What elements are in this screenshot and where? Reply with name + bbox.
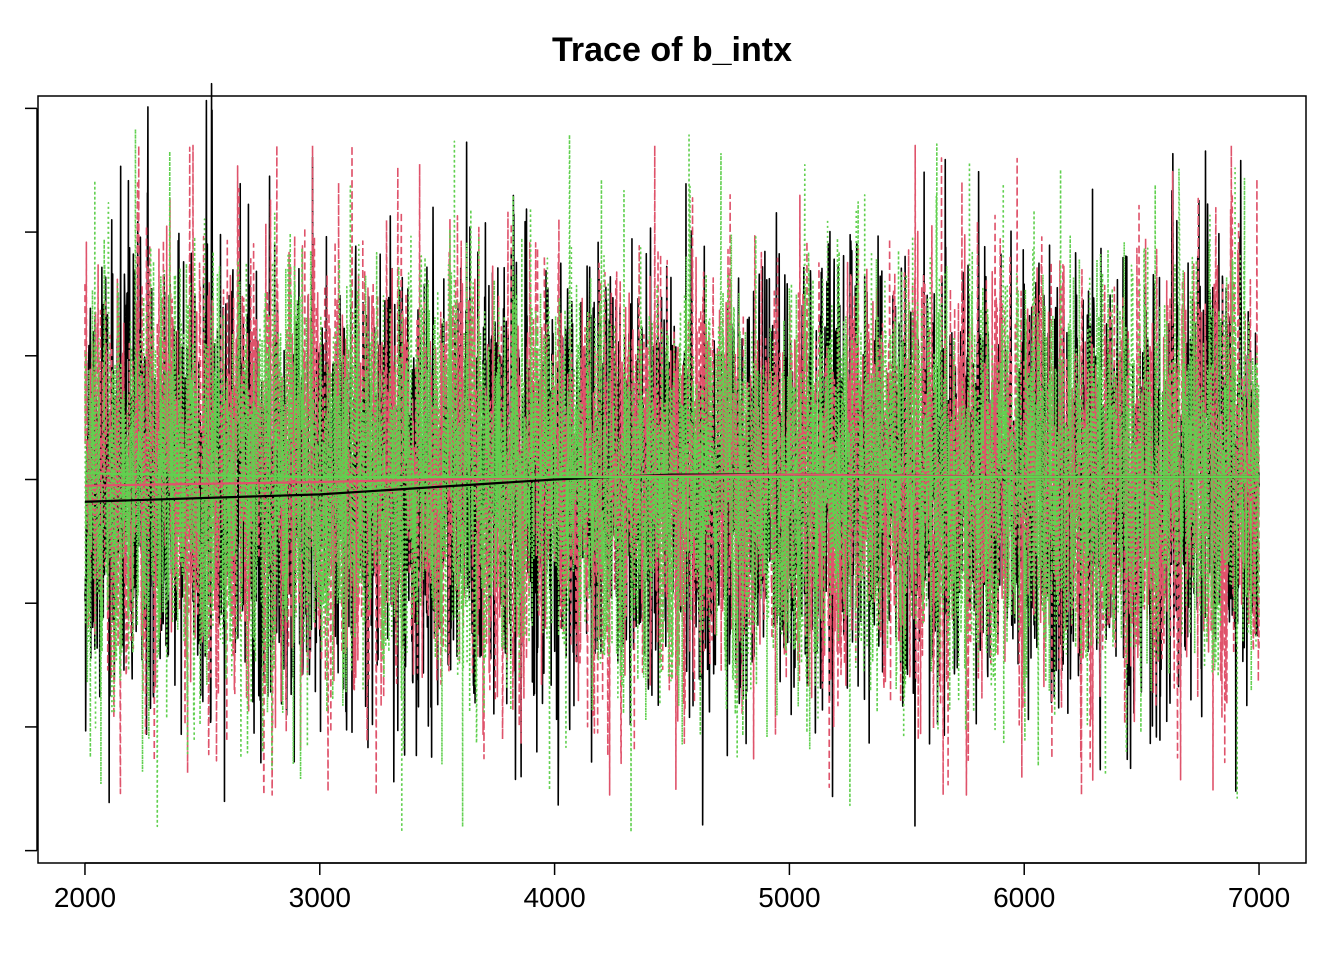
x-tick-label: 2000 (54, 882, 116, 913)
x-tick-label: 6000 (993, 882, 1055, 913)
trace-lines (84, 82, 1260, 833)
smooth-lines (84, 472, 1260, 503)
x-tick-label: 3000 (289, 882, 351, 913)
y-axis (25, 107, 38, 852)
x-tick-label: 5000 (758, 882, 820, 913)
smooth-line-chain-3 (84, 472, 1260, 479)
x-tick-label: 4000 (523, 882, 585, 913)
x-tick-label: 7000 (1228, 882, 1290, 913)
trace-line-chain-3 (84, 128, 1260, 833)
chart-title: Trace of b_intx (552, 31, 792, 69)
x-axis: 2000 3000 4000 5000 6000 7000 (54, 862, 1290, 913)
